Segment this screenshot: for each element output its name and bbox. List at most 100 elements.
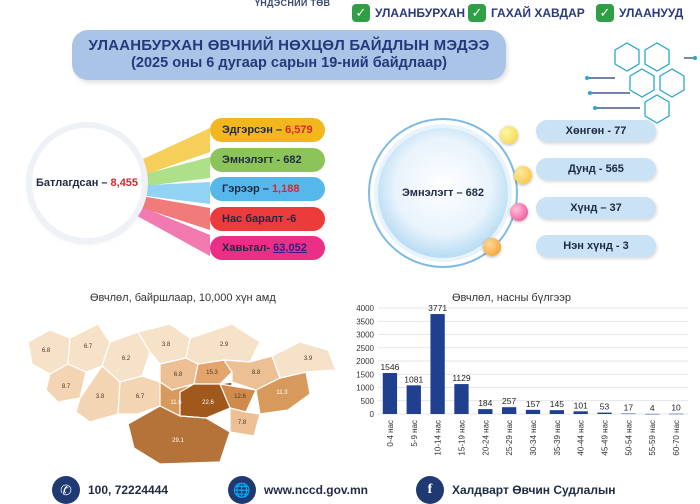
critical-pill: Нэн хүнд - 3 xyxy=(536,235,656,257)
x-category-label: 20-24 нас xyxy=(481,420,490,456)
check-shield-icon: ✓ xyxy=(596,4,614,22)
hexagon-network-icon xyxy=(585,42,697,124)
critical-dot xyxy=(483,238,501,256)
map-label: 3.8 xyxy=(96,394,105,400)
tag-mumps: ✓ ГАХАЙ ХАВДАР xyxy=(468,3,585,23)
hospitalized-pill: Эмнэлэгт - 682 xyxy=(210,148,325,172)
bar-value-label: 257 xyxy=(502,396,516,406)
x-category-label: 55-59 нас xyxy=(648,420,657,456)
confirmed-cases-circle: Батлагдсан – 8,455 xyxy=(32,128,142,238)
bar xyxy=(454,384,469,414)
title-line-1: УЛААНБУРХАН ӨВЧНИЙ НӨХЦӨЛ БАЙДЛЫН МЭДЭЭ xyxy=(88,37,490,54)
mild-pill: Хөнгөн - 77 xyxy=(536,120,656,142)
map-label: 12.6 xyxy=(234,394,246,400)
critical-label: Нэн хүнд - 3 xyxy=(563,240,629,252)
map-region xyxy=(229,407,261,437)
x-category-label: 25-29 нас xyxy=(505,420,514,456)
x-category-label: 0-4 нас xyxy=(386,420,395,447)
x-category-label: 15-19 нас xyxy=(457,420,466,456)
bar xyxy=(406,385,421,414)
y-tick-label: 1000 xyxy=(356,384,374,393)
y-tick-label: 500 xyxy=(361,397,375,406)
map-label: 6.7 xyxy=(84,344,93,350)
x-category-label: 45-49 нас xyxy=(601,420,610,456)
map-region xyxy=(271,341,337,379)
map-label: 15.3 xyxy=(206,370,218,376)
bar-value-label: 1129 xyxy=(452,373,471,383)
globe-icon: 🌐 xyxy=(228,476,256,504)
mongolia-choropleth-map: 6.8 8.7 6.7 6.2 3.8 3.8 6.7 6.8 15.3 2.9… xyxy=(27,323,337,465)
map-label: 29.1 xyxy=(172,438,184,444)
tag-label: УЛААНУУД xyxy=(619,6,684,20)
map-label: 3.9 xyxy=(304,356,313,362)
bar xyxy=(502,407,517,414)
website-link[interactable]: www.nccd.gov.mn xyxy=(264,483,369,497)
map-label: 6.8 xyxy=(174,372,183,378)
bar-value-label: 1081 xyxy=(404,374,423,384)
website-contact[interactable]: 🌐 www.nccd.gov.mn xyxy=(228,476,369,504)
x-category-label: 40-44 нас xyxy=(577,420,586,456)
phone-icon: ✆ xyxy=(52,476,80,504)
y-tick-label: 2000 xyxy=(356,357,374,366)
tag-rubella: ✓ УЛААНУУД xyxy=(596,3,683,23)
severe-label: Хүнд – 37 xyxy=(570,202,622,214)
contacts-pill: Хавьтал- 63,052 xyxy=(210,236,325,260)
hospitalized-label: Эмнэлэгт - 682 xyxy=(222,154,302,166)
bar-value-label: 101 xyxy=(574,400,588,410)
severe-pill: Хүнд – 37 xyxy=(536,197,656,219)
map-label: 6.8 xyxy=(42,348,51,354)
moderate-label: Дунд - 565 xyxy=(568,163,624,175)
bar xyxy=(573,411,588,414)
phone-contact: ✆ 100, 72224444 xyxy=(52,476,169,504)
moderate-dot xyxy=(514,166,532,184)
chart-title: Өвчлөл, насны бүлгээр xyxy=(452,292,572,304)
report-title: УЛААНБУРХАН ӨВЧНИЙ НӨХЦӨЛ БАЙДЛЫН МЭДЭЭ … xyxy=(72,30,506,80)
map-label: 22.6 xyxy=(202,400,214,406)
bar-value-label: 3771 xyxy=(428,303,447,313)
map-label: 6.2 xyxy=(122,356,131,362)
bar xyxy=(525,409,541,414)
x-category-label: 30-34 нас xyxy=(529,420,538,456)
y-tick-label: 3000 xyxy=(356,331,374,340)
bar-value-label: 1546 xyxy=(380,362,399,372)
hospital-ring xyxy=(368,118,518,268)
bar-value-label: 10 xyxy=(671,403,681,413)
x-category-label: 50-54 нас xyxy=(624,420,633,456)
contacts-value: 63,052 xyxy=(273,242,307,254)
bar-value-label: 145 xyxy=(550,399,564,409)
confirmed-label: Батлагдсан – xyxy=(35,177,108,189)
severe-dot xyxy=(510,203,528,221)
map-label: 3.8 xyxy=(162,342,171,348)
bar xyxy=(549,410,564,414)
map-label: 7.8 xyxy=(238,420,247,426)
bar xyxy=(478,409,493,414)
map-label: 8.7 xyxy=(62,384,71,390)
title-line-2: (2025 оны 6 дугаар сарын 19-ний байдлаар… xyxy=(131,55,447,71)
y-tick-label: 2500 xyxy=(356,344,374,353)
facebook-page[interactable]: Халдварт Өвчин Судлалын xyxy=(452,483,616,497)
phone-number: 100, 72224444 xyxy=(88,483,169,497)
y-tick-label: 1500 xyxy=(356,370,374,379)
confirmed-value: 8,455 xyxy=(110,177,139,189)
facebook-icon: f xyxy=(416,476,444,504)
x-category-label: 5-9 нас xyxy=(410,420,419,447)
age-group-bar-chart: 0 500 1000 1500 2000 2500 3000 3500 4000 1546 108… xyxy=(356,303,688,456)
home-care-value: 1,188 xyxy=(271,183,300,195)
contacts-label: Хавьтал- xyxy=(222,242,271,254)
recovered-label: Эдгэрсэн – xyxy=(222,124,283,136)
hospitalized-circle: Эмнэлэгт – 682 xyxy=(378,128,508,258)
deaths-pill: Нас баралт -6 xyxy=(210,207,325,231)
map-region xyxy=(127,405,231,465)
bar xyxy=(645,413,660,415)
facebook-contact[interactable]: f Халдварт Өвчин Судлалын xyxy=(416,476,616,504)
tag-label: УЛААНБУРХАН xyxy=(375,6,466,20)
bar xyxy=(382,373,398,414)
recovered-value: 6,579 xyxy=(285,124,313,136)
bar-value-label: 184 xyxy=(478,398,492,408)
tag-measles: ✓ УЛААНБУРХАН xyxy=(352,3,465,23)
deaths-label: Нас баралт -6 xyxy=(222,213,297,225)
bar xyxy=(430,314,445,414)
map-label: 8.8 xyxy=(252,370,261,376)
map-label: 11.3 xyxy=(276,390,288,396)
bar-value-label: 17 xyxy=(624,403,634,413)
